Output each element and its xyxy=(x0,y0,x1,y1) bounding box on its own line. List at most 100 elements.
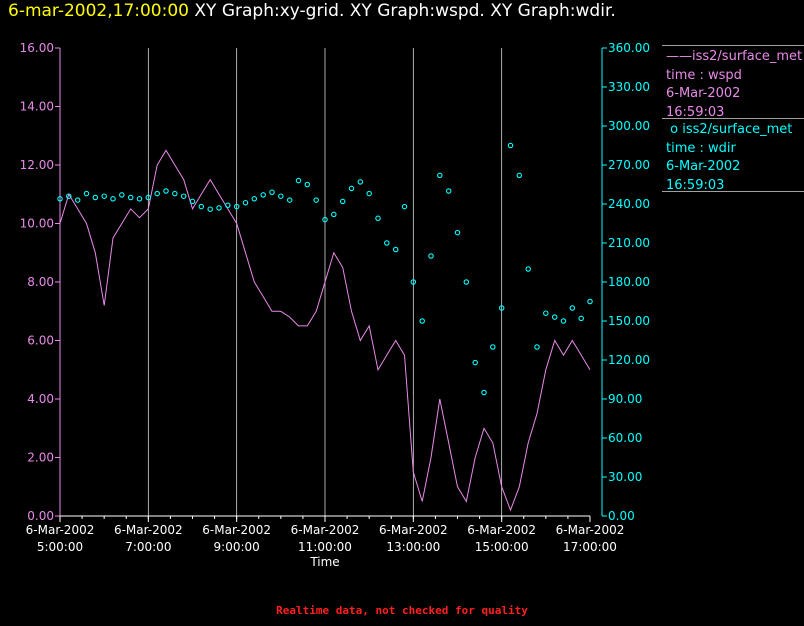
x-tick-date: 6-Mar-2002 xyxy=(291,523,360,537)
wdir-point xyxy=(101,193,107,199)
wdir-point xyxy=(207,206,213,212)
x-axis-label: Time xyxy=(309,555,339,569)
x-tick-time: 9:00:00 xyxy=(214,540,260,554)
legend-wdir-label: time : wdir xyxy=(666,140,736,156)
left-y-ticks: 0.00 2.00 4.00 6.00 8.00 10.00 12.00 14.00 16.00 xyxy=(20,41,60,523)
wdir-point xyxy=(278,193,284,199)
wdir-point xyxy=(172,190,178,197)
wdir-point xyxy=(516,172,523,179)
x-tick-date: 6-Mar-2002 xyxy=(379,523,448,537)
legend-wdir: o iss2/surface_met time : wdir 6-Mar-200… xyxy=(666,121,792,195)
x-tick-date: 6-Mar-2002 xyxy=(114,523,183,537)
legend-divider xyxy=(662,118,804,119)
wdir-point xyxy=(225,202,231,209)
wdir-point xyxy=(551,314,558,320)
left-tick-label: 0.00 xyxy=(27,509,54,523)
legend-wdir-date: 6-Mar-2002 xyxy=(666,159,741,174)
wdir-point xyxy=(180,193,187,199)
x-tick-date: 6-Mar-2002 xyxy=(26,523,95,537)
wdir-point xyxy=(410,279,417,285)
right-tick-label: 60.00 xyxy=(608,431,642,445)
wdir-point xyxy=(295,177,302,184)
x-tick-time: 15:00:00 xyxy=(475,540,529,554)
wdir-point xyxy=(445,188,452,194)
right-tick-label: 150.00 xyxy=(608,314,650,328)
right-tick-label: 300.00 xyxy=(608,119,650,133)
wdir-point xyxy=(163,188,169,194)
wdir-point xyxy=(428,253,434,259)
legend-wspd-source: iss2/surface_met xyxy=(692,49,803,64)
x-tick-time: 17:00:00 xyxy=(563,540,617,554)
right-tick-label: 90.00 xyxy=(608,392,642,406)
right-tick-label: 330.00 xyxy=(608,80,650,94)
wdir-point xyxy=(74,197,81,203)
wdir-point xyxy=(119,192,125,198)
legend-divider xyxy=(662,191,804,192)
wdir-point xyxy=(472,359,478,366)
wdir-point xyxy=(322,216,328,223)
left-tick-label: 16.00 xyxy=(20,41,54,55)
right-tick-label: 210.00 xyxy=(608,236,650,250)
wdir-point xyxy=(569,305,576,311)
wdir-point xyxy=(57,196,63,202)
wdir-point xyxy=(375,215,381,222)
legend-wspd-marker: —— xyxy=(666,49,692,64)
legend-wdir-source: iss2/surface_met xyxy=(682,122,793,137)
right-tick-label: 360.00 xyxy=(608,41,650,55)
right-y-ticks: 0.00 30.00 60.00 90.00 120.00 150.00 180.00 210… xyxy=(602,41,650,523)
wdir-point xyxy=(534,344,540,350)
wdir-point xyxy=(419,318,425,324)
title-graph-names: XY Graph:xy-grid. XY Graph:wspd. XY Grap… xyxy=(194,1,616,21)
wdir-point xyxy=(525,266,531,272)
legend-wspd-label: time : wspd xyxy=(666,67,742,83)
title-timestamp: 6-mar-2002,17:00:00 xyxy=(8,1,189,21)
wdir-point xyxy=(587,298,593,305)
wdir-point xyxy=(384,240,390,246)
x-ticks: 6-Mar-2002 5:00:00 6-Mar-2002 7:00:00 6-Mar-… xyxy=(26,516,625,554)
legend-wdir-time: 16:59:03 xyxy=(666,177,725,193)
wdir-point xyxy=(269,189,275,196)
legend-wdir-marker: o xyxy=(670,122,679,137)
wdir-point xyxy=(392,246,399,253)
wdir-point xyxy=(145,194,152,201)
series-wspd-line xyxy=(59,149,591,512)
wdir-point xyxy=(189,198,196,205)
wdir-point xyxy=(507,142,514,149)
wdir-point xyxy=(339,198,346,205)
x-tick-date: 6-Mar-2002 xyxy=(556,523,625,537)
x-tick-time: 7:00:00 xyxy=(125,540,171,554)
wdir-point xyxy=(454,229,461,236)
wdir-point xyxy=(286,197,293,203)
x-tick-time: 11:00:00 xyxy=(298,540,352,554)
x-tick-time: 5:00:00 xyxy=(37,540,83,554)
legend-wspd: ——iss2/surface_met time : wspd 6-Mar-200… xyxy=(666,48,802,122)
wdir-point xyxy=(154,190,160,197)
wdir-point xyxy=(92,194,99,201)
left-tick-label: 8.00 xyxy=(27,275,54,289)
wdir-point xyxy=(304,181,311,188)
wdir-point xyxy=(481,389,487,396)
x-tick-date: 6-Mar-2002 xyxy=(467,523,536,537)
wdir-point xyxy=(83,190,90,197)
wdir-point xyxy=(233,203,240,210)
left-tick-label: 12.00 xyxy=(20,158,54,172)
wdir-point xyxy=(260,192,266,198)
left-tick-label: 14.00 xyxy=(20,100,54,114)
wdir-point xyxy=(560,318,567,324)
wdir-point xyxy=(348,185,355,192)
wdir-point xyxy=(313,197,319,203)
wdir-point xyxy=(251,196,258,202)
legend-wspd-date: 6-Mar-2002 xyxy=(666,86,741,101)
wdir-point xyxy=(578,315,584,322)
right-tick-label: 30.00 xyxy=(608,470,642,484)
wdir-point xyxy=(110,196,116,202)
wdir-point xyxy=(216,205,222,211)
wdir-point xyxy=(498,305,505,311)
wdir-point xyxy=(366,190,372,197)
right-tick-label: 270.00 xyxy=(608,158,650,172)
series-wdir-points xyxy=(57,142,593,396)
wdir-point xyxy=(198,203,205,210)
left-tick-label: 2.00 xyxy=(27,451,54,465)
wdir-point xyxy=(463,279,470,285)
